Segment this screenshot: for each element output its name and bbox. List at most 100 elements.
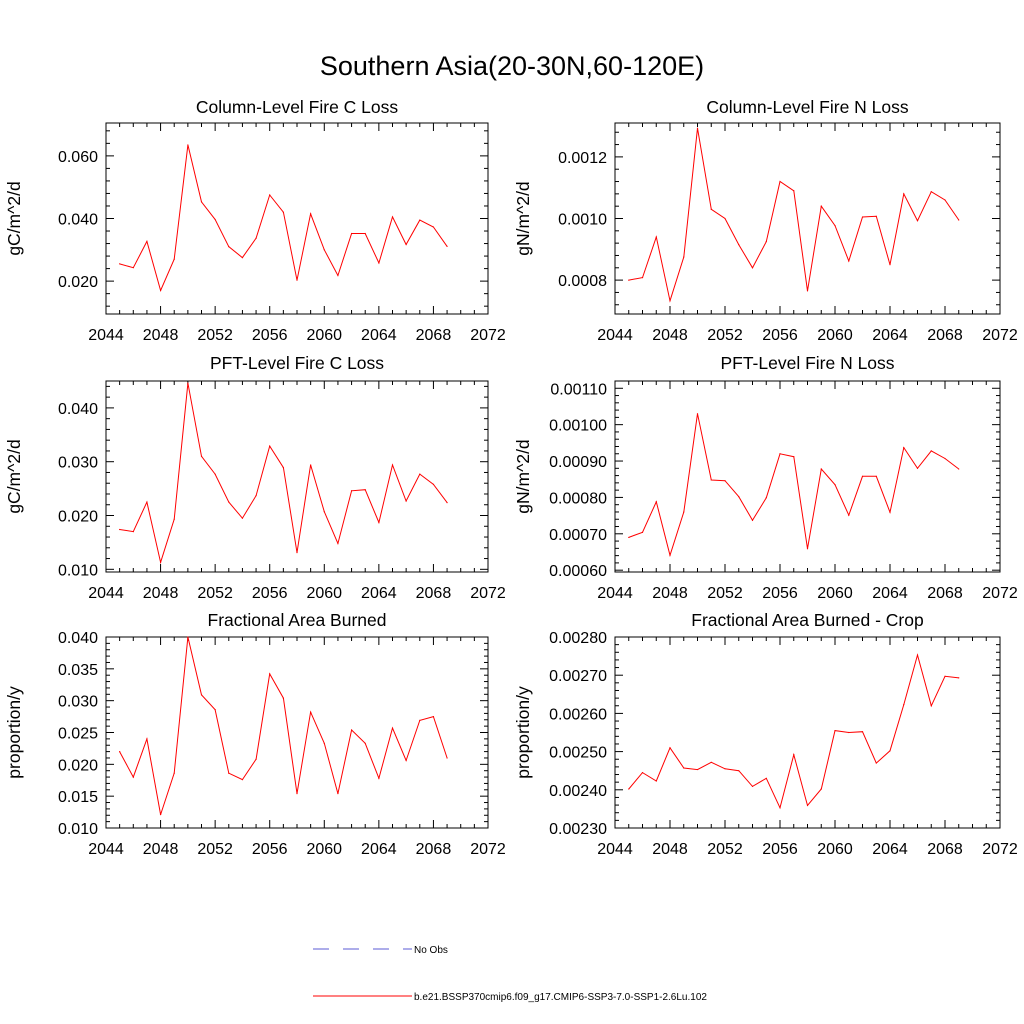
data-point [958, 468, 960, 470]
pft-fire-n-loss-series-line [628, 413, 960, 558]
x-tick-label: 2064 [361, 327, 397, 344]
y-tick-label: 0.025 [58, 726, 98, 743]
data-point [337, 793, 339, 795]
data-point [793, 190, 795, 192]
x-tick-label: 2060 [306, 327, 342, 344]
y-tick-label: 0.00100 [549, 418, 607, 435]
data-point [861, 216, 864, 218]
data-point [378, 777, 380, 779]
column-fire-c-loss-series-line [119, 144, 448, 292]
y-axis-label: gC/m^2/d [4, 439, 24, 513]
data-point [173, 258, 175, 260]
data-point [255, 495, 257, 497]
x-tick-label: 2048 [143, 327, 179, 344]
x-tick-label: 2044 [597, 585, 633, 602]
pft-fire-n-loss-panel: 2044 2048 2052 2056 2060 2064 2068 2072 0.00060 0… [513, 353, 1018, 602]
data-point [710, 208, 712, 210]
data-point [187, 636, 189, 638]
x-tick-label: 2068 [927, 841, 963, 858]
x-tick-label: 2060 [817, 841, 853, 858]
x-tick-label: 2056 [252, 327, 288, 344]
data-point [641, 772, 644, 774]
data-point [296, 552, 298, 554]
data-point [655, 780, 657, 782]
fractional-area-burned-frame [105, 636, 489, 829]
data-point [738, 244, 740, 246]
data-point [310, 464, 312, 466]
y-axis-label: gC/m^2/d [4, 181, 24, 255]
data-point [132, 531, 134, 533]
x-tick-label: 2072 [470, 585, 506, 602]
fractional-area-burned-series-line [119, 636, 448, 815]
data-point [214, 473, 216, 475]
data-point [446, 501, 448, 504]
x-tick-label: 2072 [470, 327, 506, 344]
data-point [903, 704, 905, 706]
data-point [419, 473, 421, 475]
data-point [710, 761, 712, 763]
data-point [861, 475, 864, 477]
x-tick-label: 2044 [88, 327, 124, 344]
data-point [916, 654, 919, 656]
column-fire-n-loss-panel: 2044 2048 2052 2056 2060 2064 2068 2072 0.0008 0.… [513, 97, 1018, 344]
data-point [958, 677, 960, 679]
x-tick-label: 2072 [470, 841, 506, 858]
column-fire-n-loss-title: Column-Level Fire N Loss [706, 97, 909, 117]
data-point [669, 300, 671, 302]
x-tick-label: 2060 [817, 327, 853, 344]
data-point [446, 757, 448, 759]
x-tick-label: 2068 [416, 327, 452, 344]
fractional-area-burned-panel: 2044 2048 2052 2056 2060 2064 2068 2072 0.010 0.0… [4, 610, 506, 858]
data-point [958, 219, 960, 221]
legend-model-label: b.e21.BSSP370cmip6.f09_g17.CMIP6-SSP3-7.… [414, 992, 707, 1003]
data-point [405, 759, 407, 762]
data-point [405, 500, 407, 502]
pft-fire-n-loss-title: PFT-Level Fire N Loss [720, 353, 894, 373]
data-point [628, 279, 630, 281]
data-point [378, 521, 380, 524]
x-tick-label: 2044 [88, 841, 124, 858]
data-point [146, 501, 148, 503]
data-point [834, 729, 836, 732]
data-point [683, 767, 685, 769]
y-tick-label: 0.00280 [549, 630, 607, 647]
x-tick-label: 2068 [416, 841, 452, 858]
y-tick-label: 0.010 [58, 821, 98, 838]
data-point [751, 267, 754, 269]
data-point [269, 445, 271, 447]
data-point [296, 793, 298, 795]
column-fire-c-loss-panel: 2044 2048 2052 2056 2060 2064 2068 2072 0.020 0.0… [4, 97, 506, 344]
data-point [916, 467, 919, 469]
data-point [779, 453, 781, 455]
data-point [683, 511, 685, 513]
y-tick-label: 0.00060 [549, 563, 607, 580]
data-point [696, 413, 699, 415]
data-point [132, 776, 134, 778]
data-point [228, 772, 230, 774]
x-tick-label: 2064 [361, 585, 397, 602]
y-tick-label: 0.00070 [549, 527, 607, 544]
y-tick-label: 0.020 [58, 274, 98, 291]
data-point [944, 457, 946, 460]
data-point [889, 750, 891, 752]
data-point [875, 215, 877, 217]
data-point [930, 450, 932, 452]
data-point [350, 490, 353, 492]
data-point [820, 468, 822, 470]
y-tick-label: 0.00090 [549, 454, 607, 471]
fractional-area-burned-crop-series-line [628, 653, 959, 810]
x-tick-label: 2056 [762, 841, 798, 858]
data-point [944, 675, 946, 677]
data-point [228, 501, 230, 503]
data-point [916, 220, 919, 222]
column-fire-n-loss-series-line [628, 128, 960, 303]
x-tick-label: 2064 [872, 841, 908, 858]
figure-title: Southern Asia(20-30N,60-120E) [320, 51, 704, 81]
data-point [806, 290, 809, 292]
data-point [119, 528, 121, 531]
data-point [944, 199, 946, 201]
data-point [391, 216, 394, 218]
y-tick-label: 0.035 [58, 662, 98, 679]
data-point [132, 267, 134, 269]
data-point [419, 219, 421, 221]
